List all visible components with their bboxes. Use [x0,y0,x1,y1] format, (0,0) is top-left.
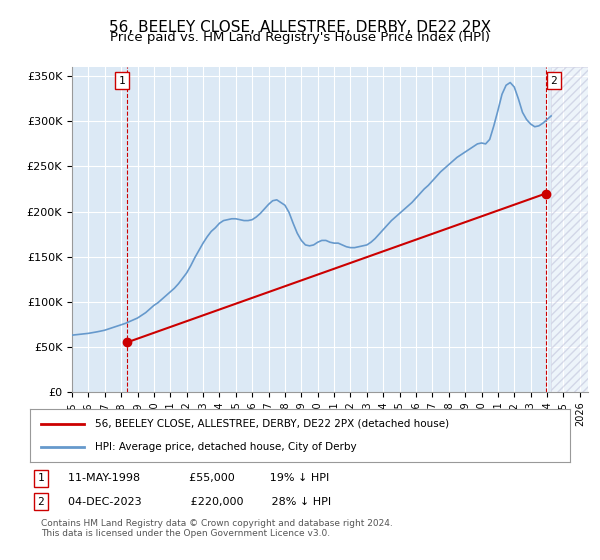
Text: Contains HM Land Registry data © Crown copyright and database right 2024.
This d: Contains HM Land Registry data © Crown c… [41,519,392,538]
Text: 1: 1 [37,473,44,483]
Text: HPI: Average price, detached house, City of Derby: HPI: Average price, detached house, City… [95,442,356,452]
Bar [551,67,588,392]
Text: 56, BEELEY CLOSE, ALLESTREE, DERBY, DE22 2PX (detached house): 56, BEELEY CLOSE, ALLESTREE, DERBY, DE22… [95,419,449,429]
Text: 11-MAY-1998              £55,000          19% ↓ HPI: 11-MAY-1998 £55,000 19% ↓ HPI [68,473,329,483]
Text: 2: 2 [551,76,557,86]
Bar [551,67,588,392]
Text: 56, BEELEY CLOSE, ALLESTREE, DERBY, DE22 2PX: 56, BEELEY CLOSE, ALLESTREE, DERBY, DE22… [109,20,491,35]
Text: 04-DEC-2023              £220,000        28% ↓ HPI: 04-DEC-2023 £220,000 28% ↓ HPI [68,497,331,507]
Text: Price paid vs. HM Land Registry's House Price Index (HPI): Price paid vs. HM Land Registry's House … [110,31,490,44]
Text: 2: 2 [37,497,44,507]
Text: 1: 1 [119,76,125,86]
